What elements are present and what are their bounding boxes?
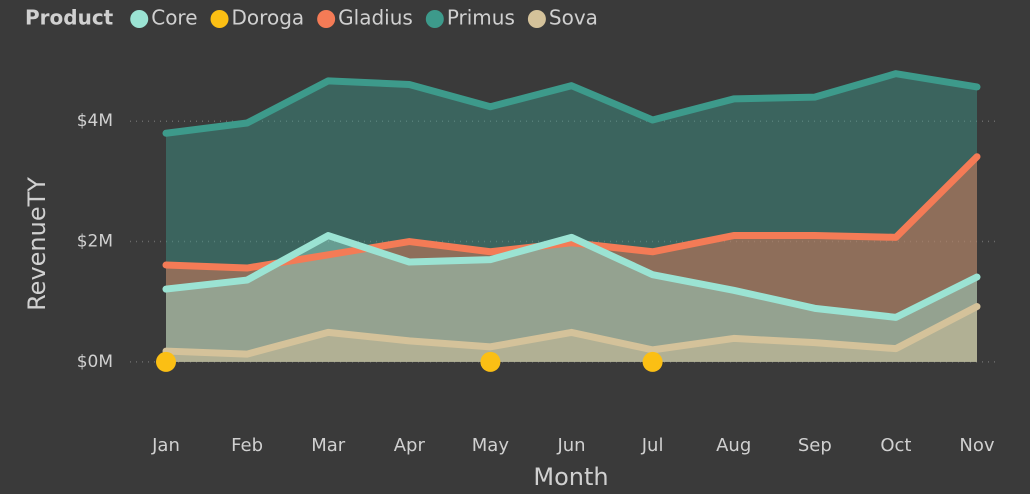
x-tick-label: Oct <box>880 435 911 456</box>
x-tick-label: Nov <box>959 435 994 456</box>
data-point <box>156 351 176 372</box>
series-line <box>162 232 981 321</box>
areas <box>166 73 977 362</box>
legend-label: Core <box>151 6 197 30</box>
y-tick-label: $0M <box>77 352 113 372</box>
y-axis-title: RevenueTY <box>23 177 51 311</box>
x-axis-title: Month <box>533 463 608 491</box>
legend-swatch <box>317 10 336 28</box>
legend-swatch <box>210 10 229 28</box>
data-point <box>480 351 501 372</box>
x-tick-label: Jan <box>151 435 180 456</box>
area-fill <box>166 235 977 362</box>
x-tick-label: Jun <box>556 435 585 456</box>
y-tick-label: $2M <box>77 232 113 252</box>
y-tick-label: $4M <box>77 111 113 131</box>
series-line <box>162 303 981 358</box>
series-line <box>162 70 981 137</box>
legend-label: Doroga <box>232 6 305 30</box>
x-tick-label: Feb <box>231 435 263 456</box>
area-fill <box>166 73 977 362</box>
data-point <box>642 351 663 372</box>
legend-swatch <box>527 10 546 28</box>
legend-swatch <box>130 10 149 28</box>
series-line <box>162 153 981 272</box>
legend-label: Gladius <box>338 6 413 30</box>
legend-swatch <box>425 10 444 28</box>
x-tick-label: Mar <box>311 435 346 456</box>
x-tick-label: May <box>472 435 510 456</box>
x-tick-label: Jul <box>641 435 664 456</box>
points <box>156 351 663 372</box>
area-fill <box>166 156 977 362</box>
legend-title: Product <box>25 6 114 30</box>
x-tick-label: Aug <box>716 435 751 456</box>
legend-label: Sova <box>549 6 598 30</box>
legend-label: Primus <box>447 6 515 30</box>
x-tick-label: Sep <box>798 435 832 456</box>
x-tick-label: Apr <box>394 435 426 456</box>
lines <box>162 70 981 358</box>
